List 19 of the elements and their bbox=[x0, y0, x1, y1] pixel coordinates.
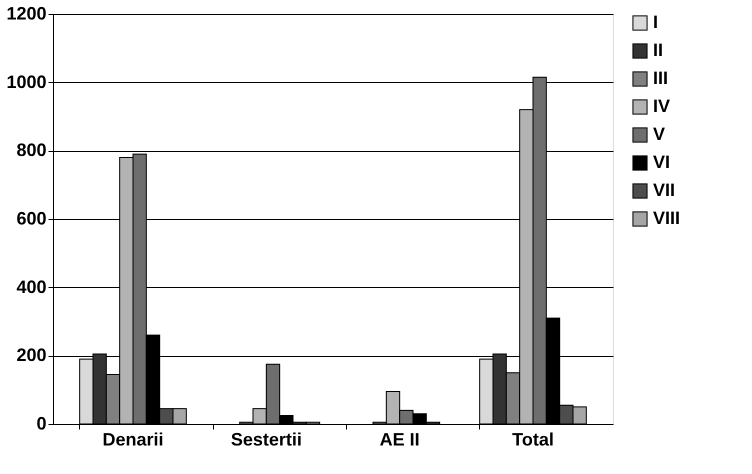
x-tick-label: AE II bbox=[380, 430, 420, 450]
y-tick-label: 0 bbox=[36, 414, 46, 434]
legend-label: V bbox=[653, 124, 666, 144]
legend-label: VI bbox=[653, 152, 670, 172]
y-tick-label: 800 bbox=[16, 140, 46, 160]
y-tick-label: 200 bbox=[16, 345, 46, 366]
legend-label: II bbox=[653, 40, 664, 60]
legend-label: IV bbox=[653, 96, 670, 116]
legend-label: VII bbox=[653, 180, 676, 200]
y-tick-label: 1000 bbox=[6, 72, 46, 92]
y-tick-label: 400 bbox=[16, 276, 46, 297]
x-tick-label: Sestertii bbox=[230, 430, 302, 450]
y-tick-label: 600 bbox=[16, 208, 46, 228]
legend-label: III bbox=[653, 68, 668, 88]
x-tick-label: Total bbox=[512, 430, 554, 450]
y-tick-label: 1200 bbox=[6, 4, 46, 24]
legend-label: VIII bbox=[653, 208, 680, 228]
x-tick-label: Denarii bbox=[102, 430, 164, 450]
legend-label: I bbox=[653, 12, 658, 32]
